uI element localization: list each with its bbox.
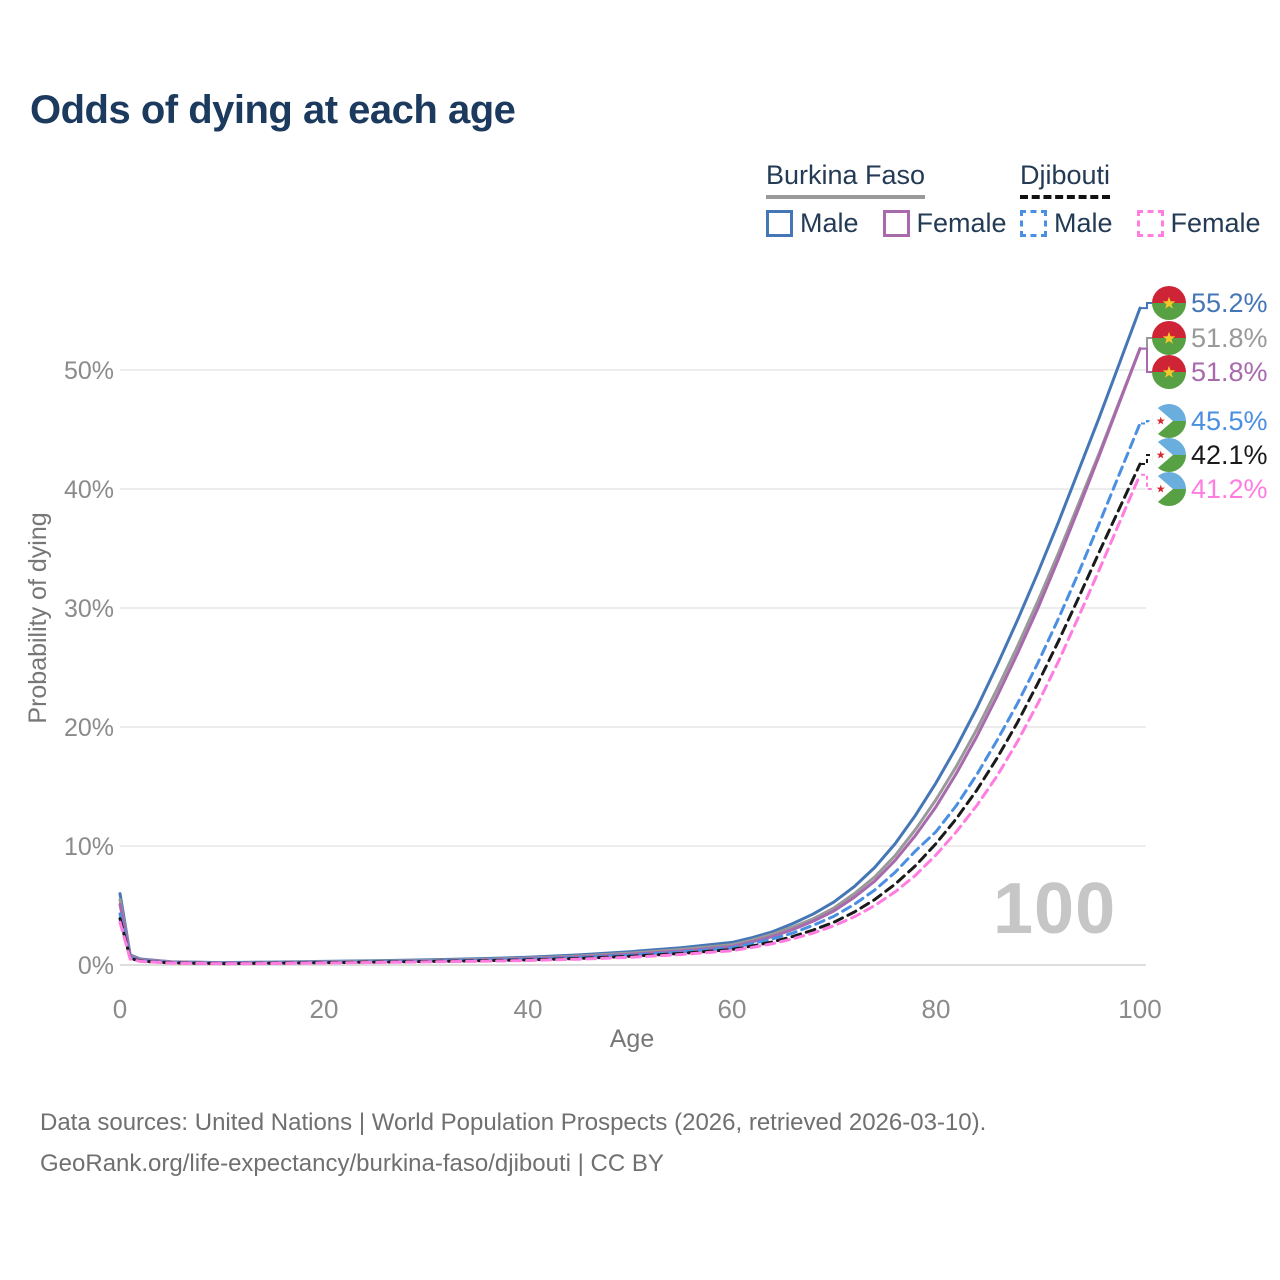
legend-swatch-dashed-female [1136, 209, 1164, 237]
leader-line-burkina-faso-both [1141, 337, 1153, 350]
age-counter-watermark: 100 [993, 869, 1117, 949]
end-label-burkina-faso-male: 55.2% [1191, 288, 1268, 318]
legend-swatch-solid-female [882, 209, 910, 237]
legend-item-label: Female [1170, 207, 1261, 238]
flag-icon-burkina-faso [1152, 355, 1187, 390]
x-tick-label: 20 [310, 994, 339, 1024]
footer-line-attribution: GeoRank.org/life-expectancy/burkina-faso… [40, 1150, 664, 1177]
flag-icon-djibouti [1152, 403, 1187, 440]
flag-icon-djibouti [1152, 437, 1187, 474]
legend-item-burkina-faso-male[interactable]: Male [766, 208, 859, 239]
flag-icon-djibouti [1152, 471, 1187, 508]
y-tick-label: 40% [64, 476, 114, 504]
legend-swatch-dashed-male [1020, 209, 1047, 237]
page-title: Odds of dying at each age [30, 88, 516, 132]
legend-country-label: Djibouti [1020, 160, 1111, 199]
end-label-djibouti-female: 41.2% [1191, 474, 1268, 504]
legend-item-label: Male [800, 207, 859, 238]
y-tick-label: 20% [64, 714, 114, 742]
leader-line-burkina-faso-male [1141, 302, 1153, 310]
legend-swatch-solid-male [766, 209, 793, 237]
legend-item-djibouti-female[interactable]: Female [1136, 207, 1261, 239]
y-tick-label: 50% [64, 357, 114, 385]
leader-line-djibouti-male [1141, 420, 1153, 425]
legend-group-burkina-faso: Burkina Faso Male Female [766, 160, 1007, 239]
end-label-burkina-faso-female: 51.8% [1191, 357, 1268, 387]
flag-icon-burkina-faso [1152, 321, 1187, 356]
legend-item-label: Female [916, 207, 1007, 238]
footer-line-sources: Data sources: United Nations | World Pop… [40, 1109, 987, 1136]
curve-burkina-faso-male [118, 306, 1142, 965]
x-tick-label: 80 [922, 994, 951, 1024]
leader-line-burkina-faso-female [1141, 347, 1153, 373]
curve-burkina-faso-both [118, 347, 1142, 965]
flag-icon-burkina-faso [1152, 286, 1187, 321]
end-label-burkina-faso-both: 51.8% [1191, 323, 1268, 353]
end-label-djibouti-both: 42.1% [1191, 440, 1268, 470]
data-source-footer: Data sources: United Nations | World Pop… [40, 1102, 986, 1184]
curve-djibouti-female [118, 473, 1142, 966]
end-label-djibouti-male: 45.5% [1191, 406, 1268, 436]
y-tick-label: 30% [64, 595, 114, 623]
legend-group-djibouti: Djibouti Male Female [1020, 160, 1261, 239]
curve-djibouti-male [118, 422, 1142, 965]
x-tick-label: 0 [113, 994, 127, 1024]
legend-country-label: Burkina Faso [766, 160, 926, 199]
y-axis-title: Probability of dying [24, 512, 52, 723]
curve-burkina-faso-female [118, 347, 1142, 965]
x-tick-label: 40 [514, 994, 543, 1024]
y-tick-label: 10% [64, 833, 114, 861]
legend-item-djibouti-male[interactable]: Male [1020, 208, 1113, 239]
leader-line-djibouti-female [1141, 473, 1153, 490]
legend-item-label: Male [1054, 207, 1113, 238]
x-tick-label: 60 [718, 994, 747, 1024]
x-tick-label: 100 [1118, 994, 1161, 1024]
x-axis-title: Age [610, 1025, 654, 1053]
legend-item-burkina-faso-female[interactable]: Female [882, 207, 1007, 239]
y-tick-label: 0% [78, 952, 114, 980]
leader-line-djibouti-both [1141, 454, 1153, 465]
